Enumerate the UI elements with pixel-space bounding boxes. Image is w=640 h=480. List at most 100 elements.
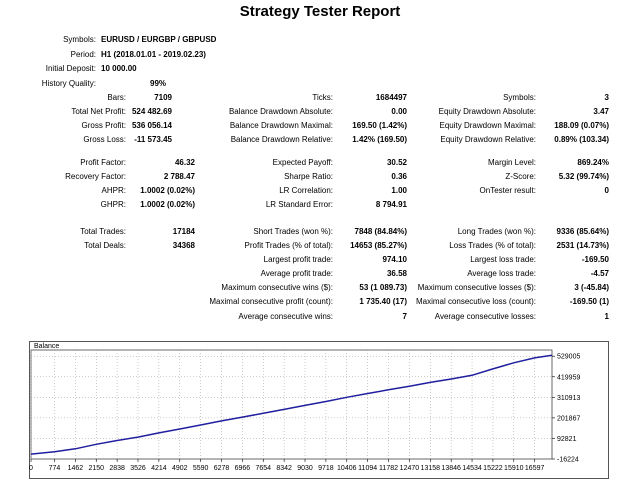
x-tick-label: 8342 xyxy=(276,465,292,472)
symbols-value: EURUSD / EURGBP / GBPUSD xyxy=(101,35,217,44)
maximal-consecutive-profit-label: Maximal consecutive profit (count): xyxy=(209,297,333,306)
x-tick-label: 13846 xyxy=(441,465,461,472)
history-quality-value: 99% xyxy=(150,79,167,88)
symbols-count-label: Symbols: xyxy=(503,93,536,102)
y-tick-label: 529005 xyxy=(557,354,580,361)
report-title: Strategy Tester Report xyxy=(239,3,401,20)
average-consecutive-wins-label: Average consecutive wins: xyxy=(238,312,333,321)
equity-drawdown-maximal-label: Equity Drawdown Maximal: xyxy=(439,121,536,130)
ahpr-label: AHPR: xyxy=(101,186,126,195)
total-trades-label: Total Trades: xyxy=(80,227,126,236)
average-profit-trade-label: Average profit trade: xyxy=(260,269,333,278)
x-tick-label: 15910 xyxy=(504,465,524,472)
margin-level-value: 869.24% xyxy=(577,158,609,167)
y-tick-label: 201867 xyxy=(557,415,580,422)
long-trades-label: Long Trades (won %): xyxy=(457,227,536,236)
x-tick-label: 10406 xyxy=(337,465,357,472)
equity-drawdown-relative-label: Equity Drawdown Relative: xyxy=(440,135,536,144)
chart-frame xyxy=(29,341,609,479)
short-trades-label: Short Trades (won %): xyxy=(253,227,333,236)
symbols-count-value: 3 xyxy=(604,93,609,102)
bars-label: Bars: xyxy=(107,93,126,102)
balance-drawdown-absolute-value: 0.00 xyxy=(391,107,407,116)
x-tick-label: 5590 xyxy=(193,465,209,472)
balance-drawdown-maximal-label: Balance Drawdown Maximal: xyxy=(229,121,333,130)
equity-drawdown-maximal-value: 188.09 (0.07%) xyxy=(554,121,609,130)
average-loss-trade-value: -4.57 xyxy=(590,269,609,278)
symbols-label: Symbols: xyxy=(63,35,96,44)
ahpr-value: 1.0002 (0.02%) xyxy=(140,186,195,195)
ghpr-value: 1.0002 (0.02%) xyxy=(140,200,195,209)
sharpe-ratio-label: Sharpe Ratio: xyxy=(284,172,333,181)
profit-factor-value: 46.32 xyxy=(174,158,195,167)
recovery-factor-label: Recovery Factor: xyxy=(65,172,126,181)
period-value: H1 (2018.01.01 - 2019.02.23) xyxy=(101,50,206,59)
sharpe-ratio-value: 0.36 xyxy=(391,172,407,181)
initial-deposit-value: 10 000.00 xyxy=(101,64,137,73)
balance-chart: Balance 0 774 1462 2150 2838 3526 4214 4902 5590 6… xyxy=(29,341,609,479)
balance-line xyxy=(30,354,553,455)
y-tick-label: -16224 xyxy=(557,457,579,464)
average-consecutive-losses-label: Average consecutive losses: xyxy=(434,312,536,321)
gross-profit-label: Gross Profit: xyxy=(81,121,126,130)
period-label: Period: xyxy=(70,50,96,59)
z-score-value: 5.32 (99.74%) xyxy=(558,172,609,181)
recovery-factor-value: 2 788.47 xyxy=(163,172,195,181)
balance-chart-svg: Balance 0 774 1462 2150 2838 3526 4214 4902 5590 6… xyxy=(29,341,609,479)
equity-drawdown-relative-value: 0.89% (103.34) xyxy=(554,135,609,144)
maximal-consecutive-loss-label: Maximal consecutive loss (count): xyxy=(415,297,536,306)
x-tick-label: 9718 xyxy=(318,465,334,472)
x-tick-label: 774 xyxy=(49,465,61,472)
x-tick-label: 4902 xyxy=(172,465,188,472)
max-consecutive-wins-value: 53 (1 089.73) xyxy=(359,283,407,292)
largest-loss-trade-value: -169.50 xyxy=(581,255,609,264)
average-consecutive-losses-value: 1 xyxy=(604,312,609,321)
z-score-label: Z-Score: xyxy=(505,172,536,181)
ticks-value: 1684497 xyxy=(375,93,407,102)
lr-correlation-label: LR Correlation: xyxy=(279,186,333,195)
long-trades-value: 9336 (85.64%) xyxy=(556,227,609,236)
total-deals-value: 34368 xyxy=(172,241,195,250)
maximal-consecutive-loss-value: -169.50 (1) xyxy=(569,297,609,306)
chart-title: Balance xyxy=(34,343,59,350)
profit-trades-label: Profit Trades (% of total): xyxy=(244,241,333,250)
ghpr-label: GHPR: xyxy=(100,200,126,209)
average-profit-trade-value: 36.58 xyxy=(386,269,407,278)
x-tick-label: 14534 xyxy=(462,465,482,472)
average-consecutive-wins-value: 7 xyxy=(402,312,407,321)
short-trades-value: 7848 (84.84%) xyxy=(354,227,407,236)
x-tick-label: 7654 xyxy=(255,465,271,472)
expected-payoff-value: 30.52 xyxy=(386,158,407,167)
balance-drawdown-relative-label: Balance Drawdown Relative: xyxy=(230,135,333,144)
expected-payoff-label: Expected Payoff: xyxy=(272,158,333,167)
largest-profit-trade-label: Largest profit trade: xyxy=(263,255,333,264)
max-consecutive-losses-value: 3 (-45.84) xyxy=(574,283,609,292)
maximal-consecutive-profit-value: 1 735.40 (17) xyxy=(359,297,407,306)
y-tick-label: 310913 xyxy=(557,395,580,402)
average-loss-trade-label: Average loss trade: xyxy=(467,269,536,278)
largest-profit-trade-value: 974.10 xyxy=(382,255,407,264)
equity-drawdown-absolute-label: Equity Drawdown Absolute: xyxy=(438,107,536,116)
lr-standard-error-value: 8 794.91 xyxy=(375,200,407,209)
x-tick-label: 13158 xyxy=(421,465,441,472)
gross-loss-label: Gross Loss: xyxy=(83,135,126,144)
x-tick-label: 2838 xyxy=(109,465,125,472)
loss-trades-value: 2531 (14.73%) xyxy=(556,241,609,250)
y-tick-label: 419959 xyxy=(557,374,580,381)
max-consecutive-wins-label: Maximum consecutive wins ($): xyxy=(221,283,333,292)
x-tick-label: 9030 xyxy=(297,465,313,472)
x-tick-label: 11094 xyxy=(358,465,377,472)
x-tick-label: 1462 xyxy=(68,465,84,472)
x-tick-label: 12470 xyxy=(400,465,420,472)
gross-loss-value: -11 573.45 xyxy=(134,135,172,144)
max-consecutive-losses-label: Maximum consecutive losses ($): xyxy=(417,283,536,292)
total-deals-label: Total Deals: xyxy=(84,241,126,250)
x-tick-label: 6966 xyxy=(235,465,251,472)
gross-profit-value: 536 056.14 xyxy=(131,121,172,130)
lr-standard-error-label: LR Standard Error: xyxy=(265,200,333,209)
initial-deposit-label: Initial Deposit: xyxy=(45,64,96,73)
x-tick-label: 0 xyxy=(29,465,33,472)
bars-value: 7109 xyxy=(154,93,172,102)
balance-drawdown-relative-value: 1.42% (169.50) xyxy=(352,135,407,144)
x-tick-label: 15222 xyxy=(483,465,503,472)
